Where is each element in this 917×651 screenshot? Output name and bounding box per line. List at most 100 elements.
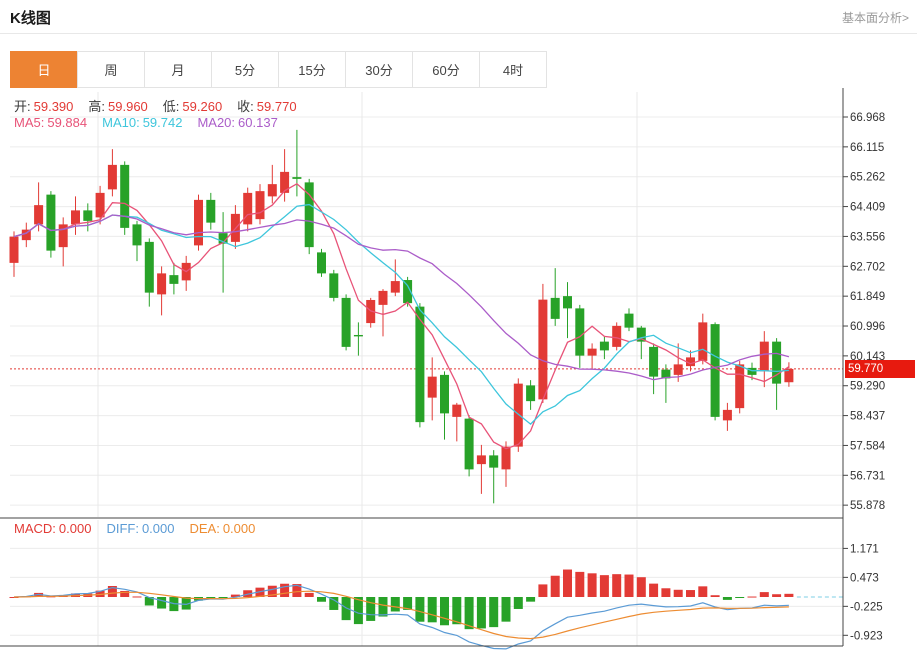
candle-body bbox=[575, 308, 585, 356]
period-tab-7[interactable]: 4时 bbox=[479, 51, 547, 88]
info-item: MACD: 0.000 bbox=[14, 521, 91, 536]
candle-body bbox=[440, 374, 449, 414]
macd-bar bbox=[292, 584, 302, 597]
price-axis-label: 55.878 bbox=[850, 500, 885, 512]
period-tab-3[interactable]: 5分 bbox=[211, 51, 279, 88]
candle-body bbox=[673, 364, 683, 375]
titlebar: K线图 基本面分析> bbox=[0, 0, 917, 34]
macd-bar bbox=[132, 596, 142, 598]
candle-body bbox=[317, 252, 326, 274]
info-value: 59.770 bbox=[256, 99, 297, 114]
macd-bar bbox=[440, 597, 449, 626]
candle-body bbox=[427, 376, 437, 398]
macd-bar bbox=[747, 596, 757, 598]
candle-body bbox=[329, 273, 339, 298]
candle-body bbox=[46, 194, 56, 251]
macd-bar bbox=[673, 589, 683, 597]
period-tab-0[interactable]: 日 bbox=[10, 51, 78, 88]
price-axis-label: 60.996 bbox=[850, 321, 885, 333]
macd-bar bbox=[599, 575, 609, 597]
macd-bar bbox=[230, 594, 240, 597]
candle-body bbox=[735, 364, 745, 409]
macd-bar bbox=[563, 569, 572, 597]
info-item: MA5: 59.884 bbox=[14, 115, 87, 130]
fundamental-analysis-link[interactable]: 基本面分析> bbox=[841, 11, 909, 25]
info-item: 低: 59.260 bbox=[163, 96, 222, 115]
candle-body bbox=[563, 296, 572, 309]
ma20-line bbox=[13, 214, 790, 381]
ohlc-info: 开: 59.390 高: 59.960 低: 59.260 收: 59.770 bbox=[14, 96, 312, 115]
price-axis-label: 60.143 bbox=[850, 351, 885, 363]
candle-body bbox=[710, 324, 720, 417]
candle-body bbox=[218, 233, 228, 244]
period-tab-6[interactable]: 60分 bbox=[412, 51, 480, 88]
period-tab-5[interactable]: 30分 bbox=[345, 51, 413, 88]
candle-body bbox=[58, 224, 68, 248]
macd-bar bbox=[181, 597, 191, 610]
info-value: 60.137 bbox=[238, 115, 278, 130]
candle-body bbox=[624, 313, 634, 328]
info-item: DEA: 0.000 bbox=[189, 521, 255, 536]
info-label: DEA: bbox=[189, 521, 220, 536]
info-value: 0.000 bbox=[58, 521, 92, 536]
candle-body bbox=[636, 327, 646, 342]
macd-bar bbox=[218, 597, 228, 598]
macd-bar bbox=[698, 586, 708, 597]
candle-body bbox=[304, 182, 314, 248]
macd-bar bbox=[575, 571, 585, 597]
macd-bar bbox=[206, 597, 216, 598]
dea-line bbox=[13, 590, 789, 640]
candle-body bbox=[747, 367, 757, 375]
info-value: 0.000 bbox=[141, 521, 175, 536]
candle-body bbox=[280, 171, 290, 193]
current-price-marker: 59.770 bbox=[845, 360, 915, 378]
candle-body bbox=[722, 409, 732, 421]
info-value: 59.960 bbox=[108, 99, 148, 114]
macd-bar bbox=[95, 590, 105, 597]
info-label: MA20: bbox=[197, 115, 236, 130]
price-axis-label: 63.556 bbox=[850, 231, 885, 243]
price-axis-label: 64.409 bbox=[850, 202, 885, 214]
info-label: 低: bbox=[162, 99, 180, 114]
period-tabbar: 日周月 5分 15分 30分 60分 4时 bbox=[10, 51, 547, 88]
info-value: 59.260 bbox=[182, 99, 223, 114]
candle-body bbox=[759, 341, 769, 372]
candle-body bbox=[144, 241, 154, 293]
macd-bar bbox=[390, 597, 400, 612]
macd-bar bbox=[329, 597, 339, 610]
candle-body bbox=[243, 192, 253, 225]
candle-body bbox=[661, 369, 671, 379]
macd-axis-label: 1.171 bbox=[850, 543, 879, 555]
macd-bar bbox=[34, 592, 44, 597]
candle-body bbox=[83, 210, 93, 221]
macd-bar bbox=[280, 583, 290, 597]
info-label: MA5: bbox=[14, 115, 45, 130]
candle-body bbox=[255, 191, 265, 220]
macd-bar bbox=[722, 597, 732, 600]
macd-bar bbox=[427, 597, 437, 623]
period-tab-1[interactable]: 周 bbox=[77, 51, 145, 88]
macd-bar bbox=[464, 597, 474, 630]
macd-axis-label: -0.923 bbox=[850, 630, 883, 642]
info-value: 59.390 bbox=[33, 99, 74, 114]
macd-bar bbox=[107, 585, 117, 597]
candle-body bbox=[649, 346, 659, 377]
candle-body bbox=[550, 297, 560, 319]
macd-bar bbox=[759, 592, 769, 597]
price-axis-label: 59.290 bbox=[850, 381, 885, 393]
period-tab-2[interactable]: 月 bbox=[144, 51, 212, 88]
macd-info: MACD: 0.000 DIFF: 0.000 DEA: 0.000 bbox=[14, 521, 270, 536]
info-item: 开: 59.390 bbox=[14, 96, 73, 115]
info-label: MACD: bbox=[14, 521, 56, 536]
candle-body bbox=[686, 357, 695, 367]
macd-bar bbox=[144, 597, 154, 606]
candle-body bbox=[476, 455, 486, 465]
candle-body bbox=[772, 341, 782, 384]
period-tab-4[interactable]: 15分 bbox=[278, 51, 346, 88]
macd-bar bbox=[353, 597, 363, 625]
candle-body bbox=[612, 325, 622, 347]
diff-line bbox=[13, 584, 789, 650]
candle-body bbox=[194, 199, 203, 246]
macd-bar bbox=[550, 575, 560, 597]
